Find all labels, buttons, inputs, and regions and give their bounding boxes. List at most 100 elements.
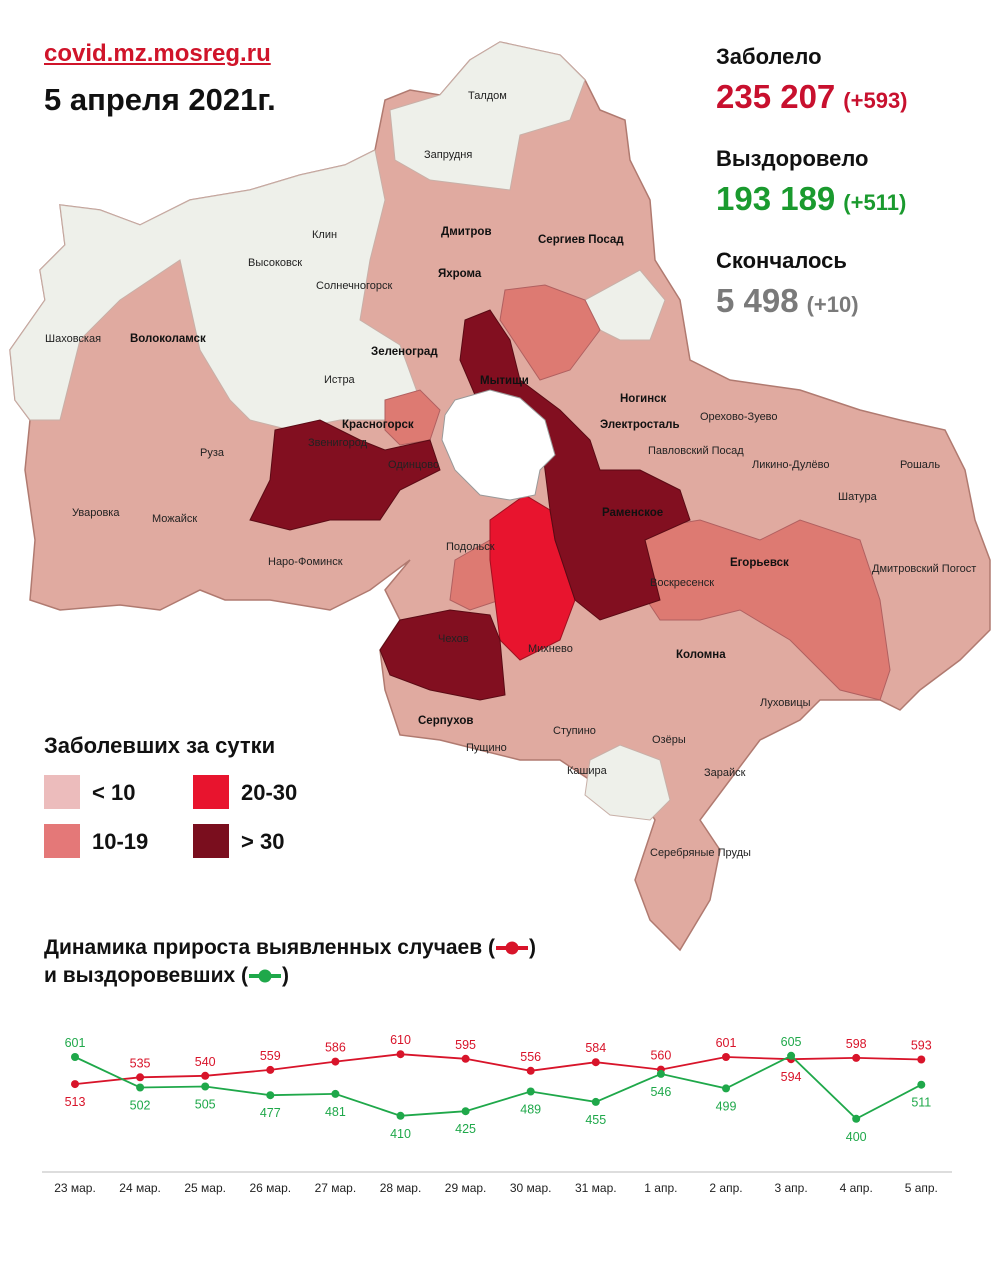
x-tick-label: 24 мар.	[119, 1181, 161, 1195]
data-point	[656, 1069, 665, 1078]
deaths-total: 5 498	[716, 282, 799, 319]
data-point	[266, 1091, 275, 1100]
town-label: Дмитровский Погост	[872, 563, 976, 575]
data-label: 546	[650, 1085, 671, 1099]
data-label: 598	[846, 1037, 867, 1051]
data-label: 601	[716, 1036, 737, 1050]
data-point	[461, 1054, 470, 1063]
x-tick-label: 23 мар.	[54, 1181, 96, 1195]
town-label: Высоковск	[248, 257, 302, 269]
data-point	[331, 1089, 340, 1098]
town-label: Дмитров	[441, 226, 492, 238]
x-tick-label: 3 апр.	[775, 1181, 808, 1195]
deaths-delta: (+10)	[806, 292, 859, 317]
x-tick-label: 31 мар.	[575, 1181, 617, 1195]
data-point	[201, 1082, 210, 1091]
chart-title-line2: и выздоровевших ()	[44, 964, 289, 988]
recovered-value: 193 189 (+511)	[716, 180, 906, 218]
data-label: 586	[325, 1041, 346, 1055]
data-point	[71, 1080, 79, 1089]
infected-total: 235 207	[716, 78, 836, 115]
data-label: 499	[716, 1099, 737, 1113]
data-label: 601	[65, 1036, 86, 1050]
legend-title: Заболевших за сутки	[44, 733, 276, 758]
x-tick-label: 5 апр.	[905, 1181, 938, 1195]
data-point	[396, 1111, 405, 1120]
town-label: Сергиев Посад	[538, 234, 624, 246]
x-tick-label: 26 мар.	[249, 1181, 291, 1195]
data-label: 400	[846, 1130, 867, 1144]
region-zone-voskresensk	[639, 519, 891, 701]
legend-label-top: > 30	[241, 829, 285, 854]
legend-label-low: < 10	[92, 780, 136, 805]
map-town-labels: Талдом Запрудня Дмитров Сергиев Посад Кл…	[45, 90, 976, 859]
town-label: Ликино-Дулёво	[752, 459, 830, 471]
town-label: Ногинск	[620, 393, 667, 405]
x-tick-label: 29 мар.	[445, 1181, 487, 1195]
data-label: 593	[911, 1039, 932, 1053]
data-point	[461, 1107, 470, 1116]
legend-swatch-top	[193, 824, 229, 858]
data-label: 481	[325, 1105, 346, 1119]
data-label: 410	[390, 1127, 411, 1141]
data-label: 540	[195, 1055, 216, 1069]
series-line-cases	[74, 1053, 922, 1085]
town-label: Шаховская	[45, 333, 101, 345]
infected-delta: (+593)	[843, 88, 908, 113]
x-tick-label: 25 мар.	[184, 1181, 226, 1195]
town-label: Пущино	[466, 742, 507, 754]
town-label: Волоколамск	[130, 333, 206, 345]
town-label: Раменское	[602, 507, 663, 519]
data-label: 559	[260, 1049, 281, 1063]
town-label: Чехов	[438, 633, 469, 645]
data-point	[526, 1066, 535, 1075]
data-point	[722, 1053, 730, 1061]
region-zone-high	[489, 494, 576, 661]
town-label: Зеленоград	[371, 346, 438, 358]
town-label: Подольск	[446, 541, 495, 553]
report-date: 5 апреля 2021г.	[44, 82, 276, 117]
data-point	[71, 1053, 79, 1061]
legend-swatch-low	[44, 775, 80, 809]
town-label: Орехово-Зуево	[700, 411, 778, 423]
town-label: Клин	[312, 229, 337, 241]
town-label: Егорьевск	[730, 557, 789, 569]
town-label: Руза	[200, 447, 225, 459]
town-label: Звенигород	[308, 437, 368, 449]
town-label: Красногорск	[342, 419, 414, 431]
town-label: Серпухов	[418, 715, 473, 727]
data-point	[136, 1073, 145, 1082]
town-label: Одинцово	[388, 459, 439, 471]
data-point	[591, 1058, 600, 1067]
town-label: Озёры	[652, 734, 686, 746]
data-label: 511	[911, 1096, 931, 1110]
town-label: Ступино	[553, 725, 596, 737]
town-label: Кашира	[567, 765, 608, 777]
x-tick-label: 1 апр.	[644, 1181, 677, 1195]
data-point	[852, 1053, 861, 1062]
cases-legend-marker-icon	[495, 941, 528, 955]
data-label: 595	[455, 1038, 476, 1052]
data-point	[591, 1097, 600, 1106]
town-label: Мытищи	[480, 375, 529, 387]
source-link[interactable]: covid.mz.mosreg.ru	[44, 40, 271, 67]
town-label: Михнево	[528, 643, 573, 655]
x-tick-label: 28 мар.	[380, 1181, 422, 1195]
data-point	[266, 1065, 275, 1074]
data-label: 425	[455, 1122, 476, 1136]
region-zone-odintsovo	[249, 419, 441, 531]
town-label: Талдом	[468, 90, 507, 102]
town-label: Солнечногорск	[316, 280, 392, 292]
town-label: Шатура	[838, 491, 878, 503]
legend-label-high: 20-30	[241, 780, 298, 805]
data-label: 605	[781, 1035, 802, 1049]
town-label: Уваровка	[72, 507, 120, 519]
data-label: 513	[65, 1095, 86, 1109]
data-point	[331, 1057, 340, 1066]
town-label: Зарайск	[704, 767, 746, 779]
x-tick-label: 2 апр.	[709, 1181, 742, 1195]
recovered-legend-marker-icon	[248, 969, 281, 983]
x-tick-label: 27 мар.	[315, 1181, 357, 1195]
town-label: Луховицы	[760, 697, 811, 709]
town-label: Павловский Посад	[648, 445, 744, 457]
